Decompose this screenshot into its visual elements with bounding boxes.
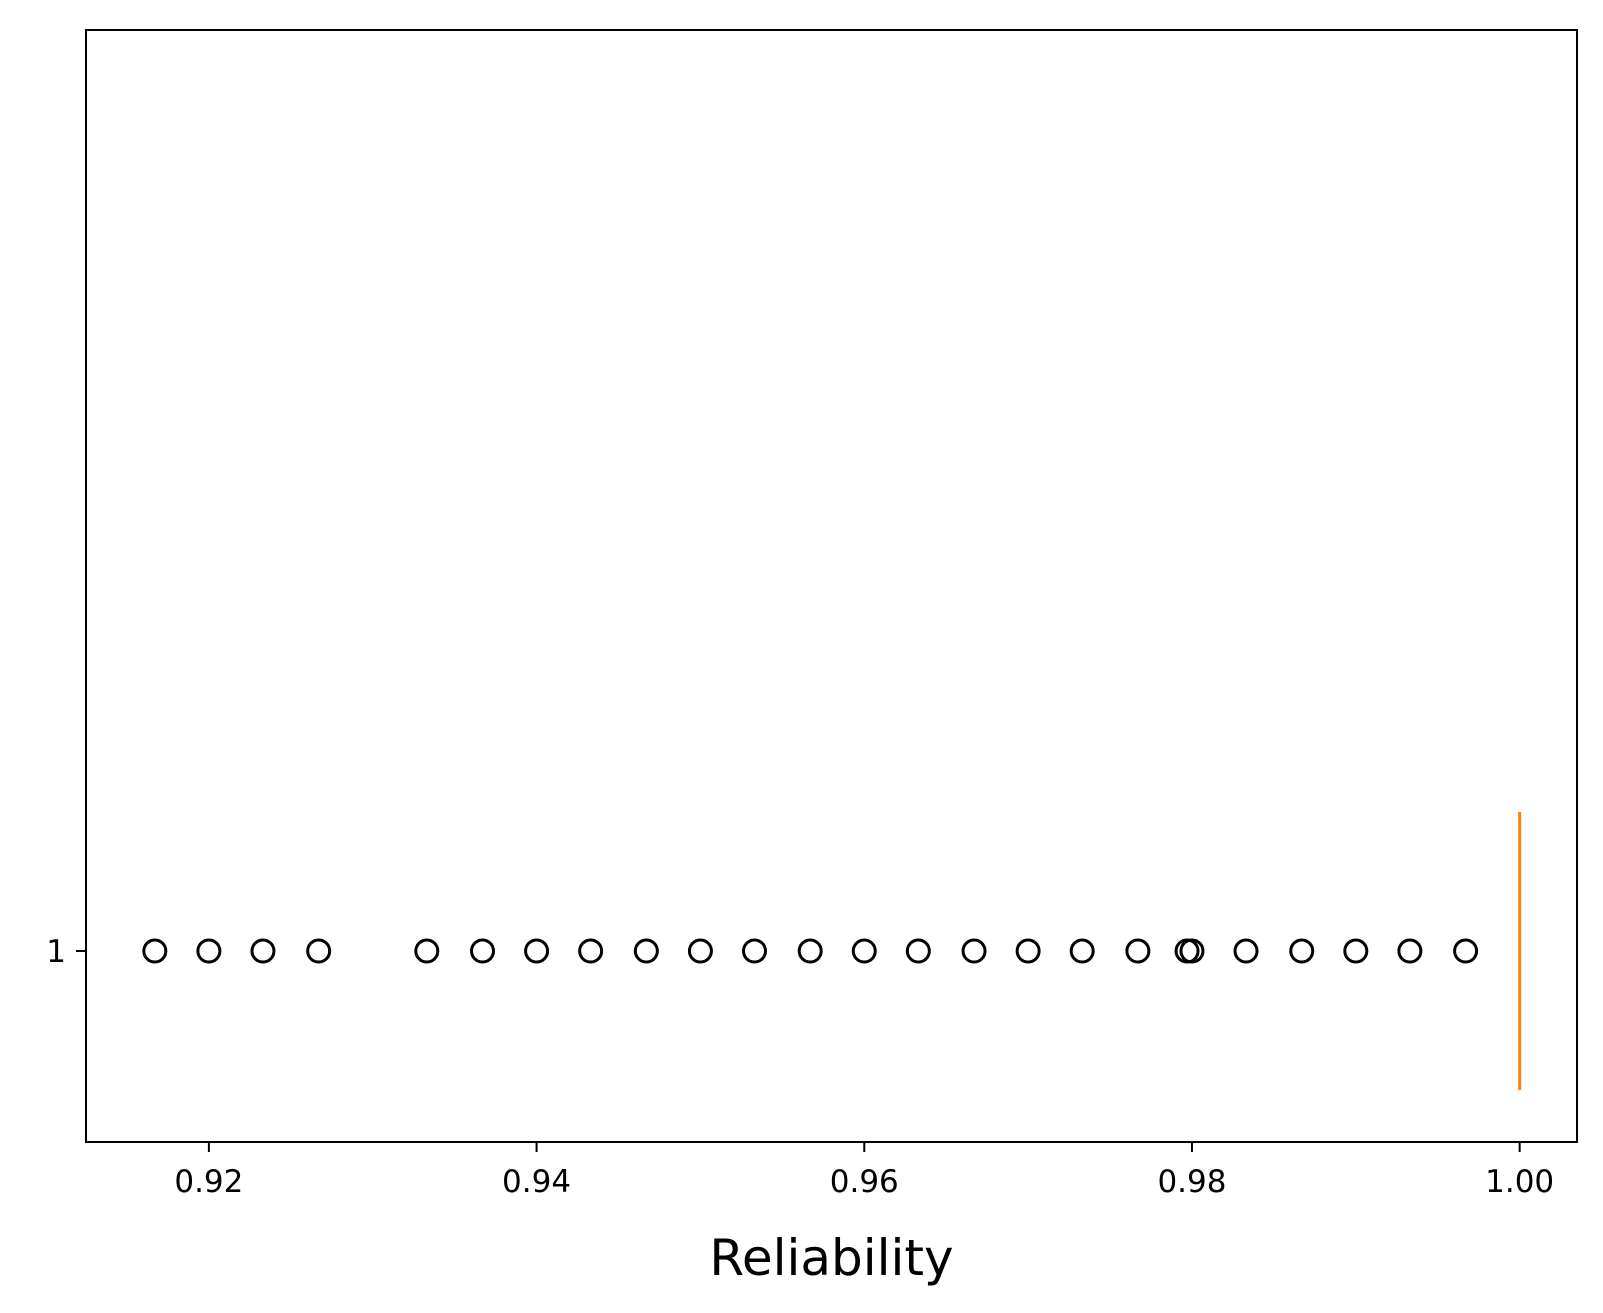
outlier-point <box>524 938 550 964</box>
plot-frame <box>85 29 1578 1143</box>
outlier-point <box>1289 938 1315 964</box>
outlier-point <box>1015 938 1041 964</box>
x-tick-label: 0.92 <box>174 1164 243 1200</box>
outlier-point <box>196 938 222 964</box>
plot-area <box>86 30 1577 1142</box>
outlier-point <box>1453 938 1479 964</box>
outlier-point <box>905 938 931 964</box>
outlier-point <box>1343 938 1369 964</box>
outlier-layer <box>142 938 1479 964</box>
outlier-point <box>1233 938 1259 964</box>
outlier-point <box>741 938 767 964</box>
x-tick-label: 0.96 <box>830 1164 899 1200</box>
outlier-point <box>1397 938 1423 964</box>
outlier-point <box>1125 938 1151 964</box>
outlier-point <box>578 938 604 964</box>
outlier-point <box>306 938 332 964</box>
x-axis: 0.92 0.94 0.96 0.98 1.00 <box>174 1142 1554 1200</box>
outlier-point <box>414 938 440 964</box>
outlier-point <box>797 938 823 964</box>
x-tick-label: 1.00 <box>1485 1164 1554 1200</box>
outlier-point <box>633 938 659 964</box>
outlier-point <box>470 938 496 964</box>
y-axis: 1 <box>46 934 86 970</box>
outlier-point <box>142 938 168 964</box>
x-tick-label: 0.94 <box>502 1164 571 1200</box>
outlier-point <box>851 938 877 964</box>
outlier-point <box>1069 938 1095 964</box>
outlier-point <box>250 938 276 964</box>
outlier-point <box>687 938 713 964</box>
x-axis-title: Reliability <box>709 1229 953 1287</box>
y-tick-label: 1 <box>46 934 66 970</box>
outlier-point <box>961 938 987 964</box>
x-tick-label: 0.98 <box>1157 1164 1226 1200</box>
outlier-point <box>1179 938 1205 964</box>
